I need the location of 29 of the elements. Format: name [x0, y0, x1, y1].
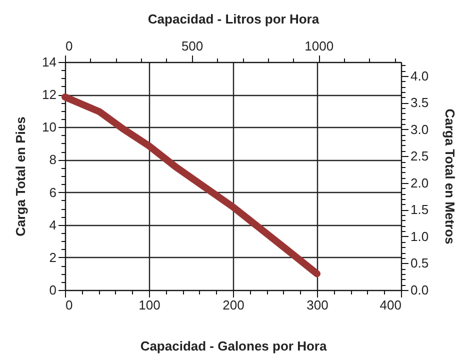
- y2-tick-label: 0.0: [410, 282, 429, 298]
- y-tick-label: 6: [49, 184, 56, 200]
- x-tick-label: 400: [380, 298, 402, 312]
- x2-tick-label: 500: [181, 38, 204, 54]
- x-tick-label: 200: [222, 298, 244, 312]
- x2-tick-label: 0: [66, 38, 73, 54]
- y2-tick-label: 2.5: [410, 148, 429, 164]
- y2-axis-title: Carga Total en Metros: [442, 108, 458, 244]
- y-tick-label: 10: [42, 120, 56, 135]
- y-tick-label: 2: [49, 250, 56, 265]
- y-tick-label: 4: [49, 217, 56, 232]
- y2-tick-label: 1.5: [410, 202, 429, 218]
- x-axis-title: Capacidad - Galones por Hora: [140, 338, 328, 354]
- y2-tick-label: 1.0: [410, 228, 429, 244]
- y2-tick-label: 2.0: [410, 175, 429, 190]
- y-tick-label: 0: [49, 282, 56, 298]
- y-axis-title: Carga Total en Pies: [13, 116, 28, 236]
- y2-tick-label: 0.5: [410, 256, 429, 271]
- x-tick-label: 300: [306, 298, 328, 312]
- x2-tick-label: 1000: [304, 38, 334, 54]
- y2-tick-label: 3.0: [410, 122, 429, 137]
- y-tick-label: 8: [49, 152, 56, 168]
- y2-tick-label: 4.0: [410, 68, 429, 84]
- x2-axis-title: Capacidad - Litros por Hora: [148, 12, 320, 26]
- x-tick-label: 0: [66, 298, 73, 312]
- y-tick-label: 14: [42, 54, 56, 70]
- y2-tick-label: 3.5: [410, 95, 429, 110]
- y-tick-label: 12: [42, 87, 56, 102]
- x-tick-label: 100: [138, 298, 160, 312]
